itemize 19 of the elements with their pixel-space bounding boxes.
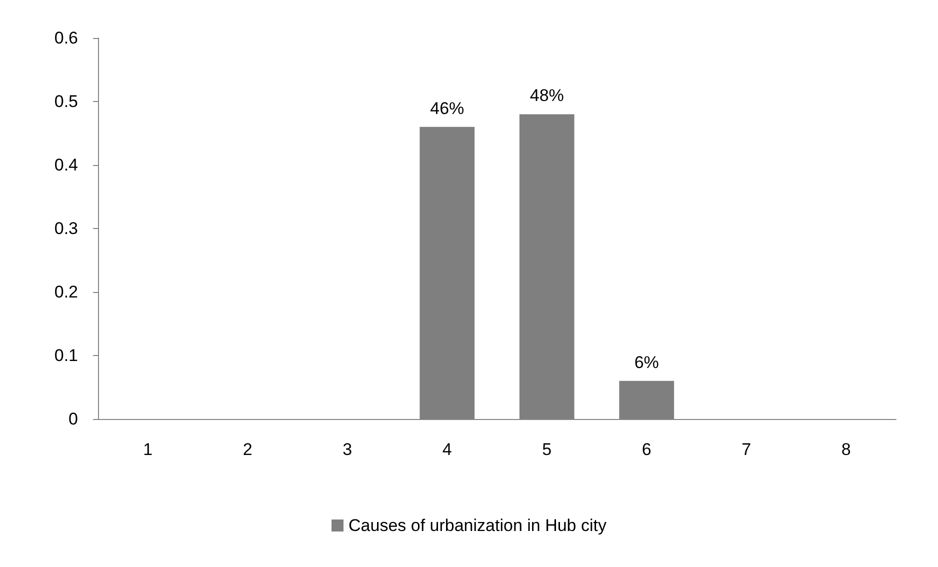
legend-label: Causes of urbanization in Hub city (348, 516, 607, 535)
y-tick-label: 0 (68, 410, 78, 428)
data-label: 46% (430, 98, 464, 118)
data-label: 6% (634, 352, 659, 372)
y-tick-label: 0.5 (54, 92, 78, 111)
x-tick-label: 8 (841, 440, 851, 459)
x-tick-label: 4 (442, 440, 452, 459)
y-tick-label: 0.6 (54, 28, 78, 48)
x-tick-label: 7 (742, 440, 752, 459)
data-label: 48% (530, 86, 564, 106)
y-tick-label: 0.1 (54, 346, 78, 365)
x-tick-label: 5 (542, 440, 552, 459)
y-tick-label: 0.3 (54, 219, 78, 238)
x-tick-label: 2 (242, 440, 252, 459)
x-tick-label: 1 (143, 440, 153, 459)
x-tick-label: 6 (642, 440, 652, 459)
y-tick-label: 0.2 (54, 282, 78, 302)
x-tick-label: 3 (342, 440, 352, 459)
y-tick-label: 0.4 (54, 156, 78, 174)
